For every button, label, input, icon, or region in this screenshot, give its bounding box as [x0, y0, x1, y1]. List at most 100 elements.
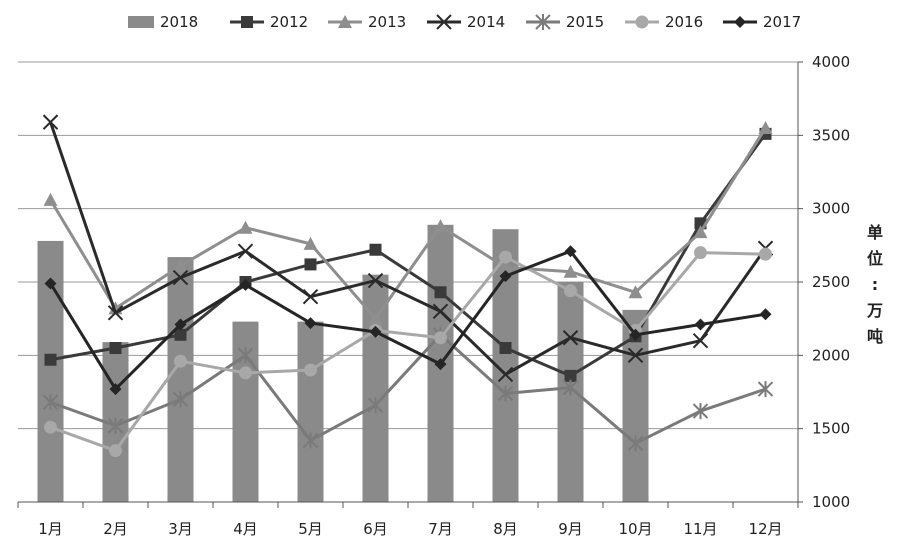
- line-2016: [49, 251, 766, 453]
- point-2014-7: [432, 303, 449, 320]
- line-2015: [49, 333, 766, 445]
- y-tick-label-2500: 2500: [812, 273, 850, 291]
- x-tick-label-2: 2月: [103, 520, 128, 538]
- point-2015-3: [172, 391, 189, 408]
- legend-item-2013: 2013: [328, 13, 406, 31]
- point-2013-4: [238, 220, 253, 234]
- legend-marker-2016: [635, 15, 649, 29]
- series-2015: [42, 326, 774, 452]
- point-2016-2: [109, 444, 122, 458]
- bar-2018-5: [297, 321, 324, 502]
- point-2015-12: [757, 381, 774, 398]
- x-tick-label-9: 9月: [558, 520, 583, 538]
- point-2017-5: [304, 317, 317, 330]
- point-2014-6: [367, 272, 384, 289]
- legend-marker-2012: [241, 16, 253, 28]
- legend-item-2014: 2014: [427, 13, 505, 31]
- legend: 2018 2012 2013 2014 2015 2016 2017: [128, 13, 801, 31]
- line-2012: [50, 132, 767, 378]
- x-tick-label-5: 5月: [298, 520, 323, 538]
- y-tick-label-3500: 3500: [812, 126, 850, 144]
- y-tick-label-2000: 2000: [812, 346, 850, 364]
- point-2015-9: [562, 379, 579, 396]
- point-2014-10: [627, 347, 644, 364]
- x-tick-labels: 1月 2月 3月 4月 5月 6月 7月 8月 9月 10月 11月 12月: [38, 520, 782, 538]
- point-2014-2: [107, 305, 124, 321]
- point-2013-3: [173, 258, 188, 272]
- x-tick-label-12: 12月: [748, 520, 782, 538]
- x-tick-label-10: 10月: [618, 520, 652, 538]
- legend-label-2016: 2016: [665, 13, 703, 31]
- point-2012-5: [304, 258, 317, 271]
- unit-char-2: :: [872, 275, 878, 294]
- point-2014-1: [42, 114, 59, 130]
- series-2012: [44, 127, 772, 382]
- point-2012-6: [369, 243, 382, 256]
- point-2016-11: [694, 246, 707, 260]
- point-2015-4: [237, 347, 254, 364]
- point-2014-9: [562, 330, 579, 346]
- y-tick-label-3000: 3000: [812, 200, 850, 218]
- y-tick-label-4000: 4000: [812, 53, 850, 71]
- point-2015-8: [497, 385, 514, 402]
- point-2016-4: [239, 366, 252, 380]
- point-2013-5: [303, 236, 318, 250]
- point-2014-5: [302, 288, 319, 305]
- x-tick-label-7: 7月: [428, 520, 453, 538]
- point-2015-2: [107, 417, 124, 434]
- legend-label-2012: 2012: [270, 13, 308, 31]
- bar-series-2018: [37, 224, 649, 503]
- point-2017-7: [434, 358, 447, 371]
- unit-char-3: 万: [866, 301, 883, 320]
- legend-item-2018: 2018: [128, 13, 198, 31]
- x-tick-label-8: 8月: [493, 520, 518, 538]
- line-2013: [49, 127, 767, 321]
- legend-item-2015: 2015: [526, 13, 604, 31]
- point-2014-11: [692, 332, 709, 349]
- point-2017-4: [239, 278, 252, 291]
- point-2015-5: [302, 432, 319, 449]
- line-2017: [49, 249, 766, 391]
- legend-swatch-2018: [128, 16, 154, 28]
- series-2017: [44, 245, 772, 396]
- legend-marker-2013: [338, 15, 352, 28]
- y-axis-unit-label: 单位: 万吨: [866, 223, 883, 346]
- point-2013-8: [498, 260, 513, 274]
- point-2013-1: [43, 192, 58, 206]
- point-2013-10: [628, 285, 643, 299]
- legend-marker-2014: [436, 14, 452, 30]
- legend-item-2017: 2017: [723, 13, 801, 31]
- point-2015-6: [367, 397, 384, 414]
- point-2016-7: [434, 331, 447, 345]
- point-2013-12: [758, 121, 773, 134]
- point-2016-5: [304, 363, 317, 377]
- legend-marker-2015: [535, 14, 551, 30]
- point-2012-7: [434, 286, 447, 299]
- legend-label-2017: 2017: [763, 13, 801, 31]
- x-tick-label-4: 4月: [233, 520, 258, 538]
- point-2016-3: [174, 354, 187, 368]
- point-2017-12: [759, 308, 772, 321]
- point-2015-1: [42, 394, 59, 411]
- legend-marker-2017: [734, 16, 746, 28]
- gridlines: [18, 61, 798, 430]
- point-2016-8: [499, 250, 512, 264]
- axes: [17, 61, 803, 508]
- point-2017-2: [109, 383, 122, 396]
- x-tick-label-11: 11月: [683, 520, 717, 538]
- point-2013-7: [433, 219, 448, 233]
- legend-item-2016: 2016: [625, 13, 703, 31]
- point-2013-11: [693, 225, 708, 239]
- y-tick-label-1000: 1000: [812, 493, 850, 511]
- x-tick-label-1: 1月: [38, 520, 63, 538]
- point-2015-10: [627, 435, 644, 452]
- point-2016-9: [564, 284, 577, 298]
- line-series: [42, 114, 774, 458]
- point-2016-12: [759, 247, 772, 261]
- series-2013: [43, 121, 773, 325]
- point-2017-6: [369, 325, 382, 338]
- unit-char-0: 单: [867, 223, 883, 242]
- point-2012-9: [564, 369, 577, 382]
- x-tick-label-3: 3月: [168, 520, 193, 538]
